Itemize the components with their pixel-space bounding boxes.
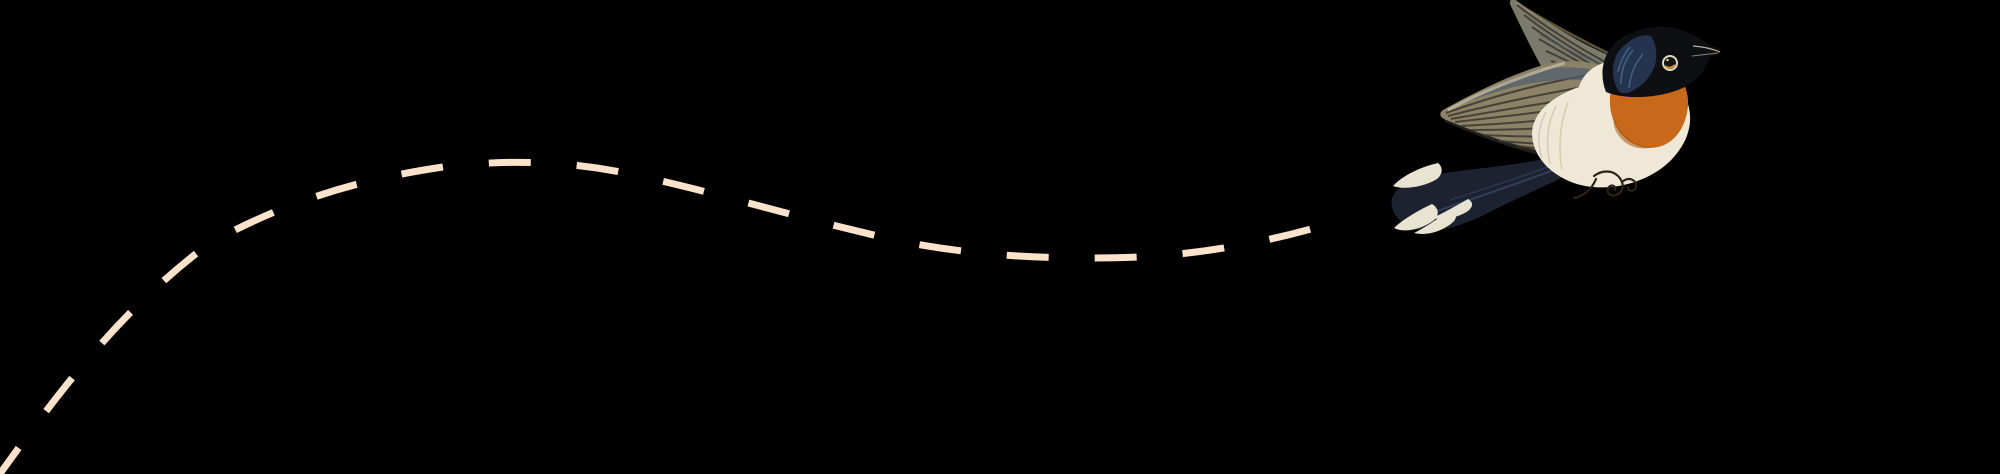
bird-eye (1662, 55, 1678, 71)
bird-head (1602, 26, 1722, 98)
dashed-flight-path (0, 158, 1319, 474)
bird-head-navy (1612, 35, 1657, 94)
bird-feet (1572, 170, 1638, 200)
bird-beak (1690, 43, 1722, 62)
bird-illustration (1391, 0, 1722, 234)
